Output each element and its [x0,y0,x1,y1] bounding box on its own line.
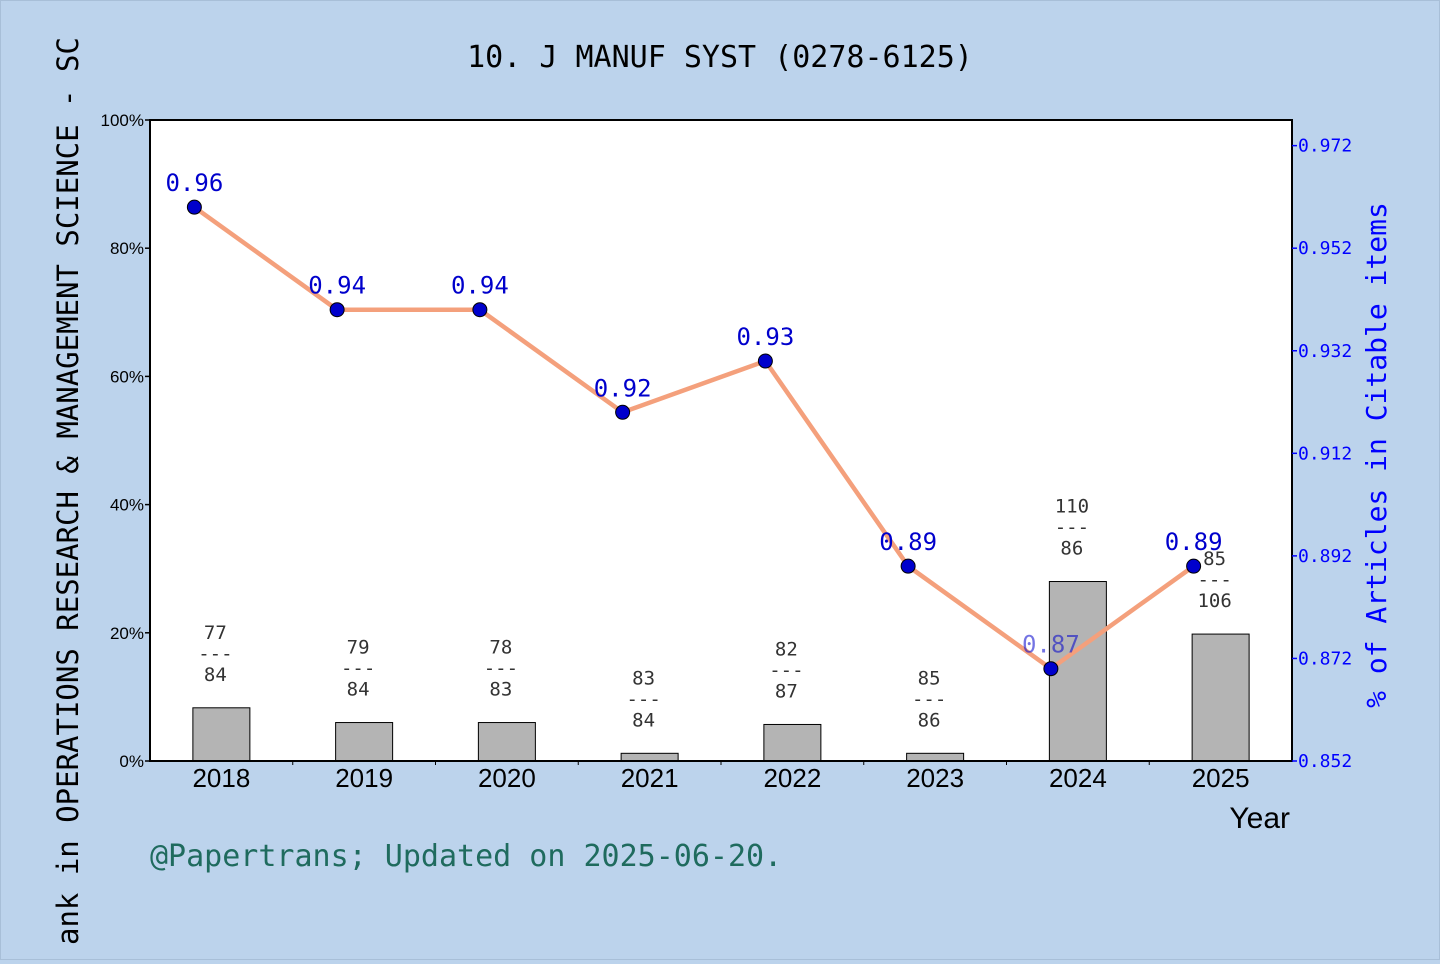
left-tick-label: 100% [101,111,144,130]
bar-2022 [763,723,822,762]
right-tick-label: 0.892 [1298,546,1352,567]
bar-rank-label: 82 [775,638,798,660]
update-footer: @Papertrans; Updated on 2025-06-20. [150,839,782,874]
line-value-label: 0.87 [1022,631,1080,659]
right-tick-label: 0.972 [1298,136,1352,157]
line-point-2025 [1186,558,1202,574]
line-point-2018 [186,199,202,215]
line-value-label: 0.94 [308,272,366,300]
bar-label-separator: --- [626,688,660,710]
bar-2021 [620,752,679,762]
bar-2023 [906,752,965,762]
plot-background [150,120,1292,761]
bar-rank-label: 85 [1203,548,1226,570]
right-tick-label: 0.952 [1298,238,1352,259]
right-tick-label: 0.852 [1298,751,1352,772]
line-point-2023 [900,558,916,574]
line-value-label: 0.96 [165,169,223,197]
left-tick-label: 0% [119,752,144,771]
x-tick-label: 2025 [1192,763,1250,793]
x-tick-label: 2019 [335,763,393,793]
x-axis-label: Year [1229,802,1290,835]
left-axis-label: ank in OPERATIONS RESEARCH & MANAGEMENT … [51,37,85,945]
line-value-label: 0.92 [594,374,652,402]
bar-rank-label: 77 [204,622,227,644]
bar-2024 [1048,581,1107,762]
left-tick-label: 20% [110,624,144,643]
bar-total-label: 86 [1060,538,1083,560]
bar-rank-label: 110 [1055,496,1089,518]
x-tick-label: 2018 [192,763,250,793]
line-point-2020 [472,302,488,318]
x-tick-label: 2021 [621,763,679,793]
x-tick-label: 2022 [763,763,821,793]
bar-total-label: 86 [918,709,941,731]
bar-label-separator: --- [769,659,803,681]
bar-rank-label: 78 [489,637,512,659]
line-point-2021 [615,404,631,420]
left-tick-label: 60% [110,367,144,386]
line-point-2022 [757,353,773,369]
bar-label-separator: --- [484,658,518,680]
right-tick-label: 0.872 [1298,648,1352,669]
line-point-2024 [1043,661,1059,677]
bar-2019 [335,722,394,762]
line-series [193,205,1195,671]
left-tick-label: 80% [110,239,144,258]
right-tick-label: 0.912 [1298,443,1352,464]
x-tick-label: 2020 [478,763,536,793]
chart-title: 10. J MANUF SYST (0278-6125) [467,40,973,75]
bar-total-label: 84 [204,664,227,686]
x-tick-label: 2024 [1049,763,1107,793]
bar-label-separator: --- [1197,569,1231,591]
bar-total-label: 84 [632,709,655,731]
line-value-label: 0.93 [736,323,794,351]
plot-area: 77---8479---8478---8383---8482---8785---… [101,111,1353,793]
bar-label-separator: --- [341,658,375,680]
bar-label-separator: --- [198,643,232,665]
bar-total-label: 83 [489,679,512,701]
bar-2018 [192,707,251,762]
bar-rank-label: 79 [347,637,370,659]
bar-total-label: 106 [1197,590,1231,612]
bar-rank-label: 83 [632,667,655,689]
line-point-2019 [329,302,345,318]
line-value-label: 0.94 [451,272,509,300]
left-tick-label: 40% [110,496,144,515]
bar-total-label: 87 [775,680,798,702]
bar-rank-label: 85 [918,667,941,689]
bar-2020 [477,722,536,762]
right-axis-label: % of Articles in Citable items [1360,202,1393,708]
x-tick-label: 2023 [906,763,964,793]
bar-label-separator: --- [912,688,946,710]
line-value-label: 0.89 [879,528,937,556]
line-value-label: 0.89 [1165,528,1223,556]
bar-2025 [1191,633,1250,762]
bar-label-separator: --- [1055,517,1089,539]
bar-total-label: 84 [347,679,370,701]
right-tick-label: 0.932 [1298,341,1352,362]
